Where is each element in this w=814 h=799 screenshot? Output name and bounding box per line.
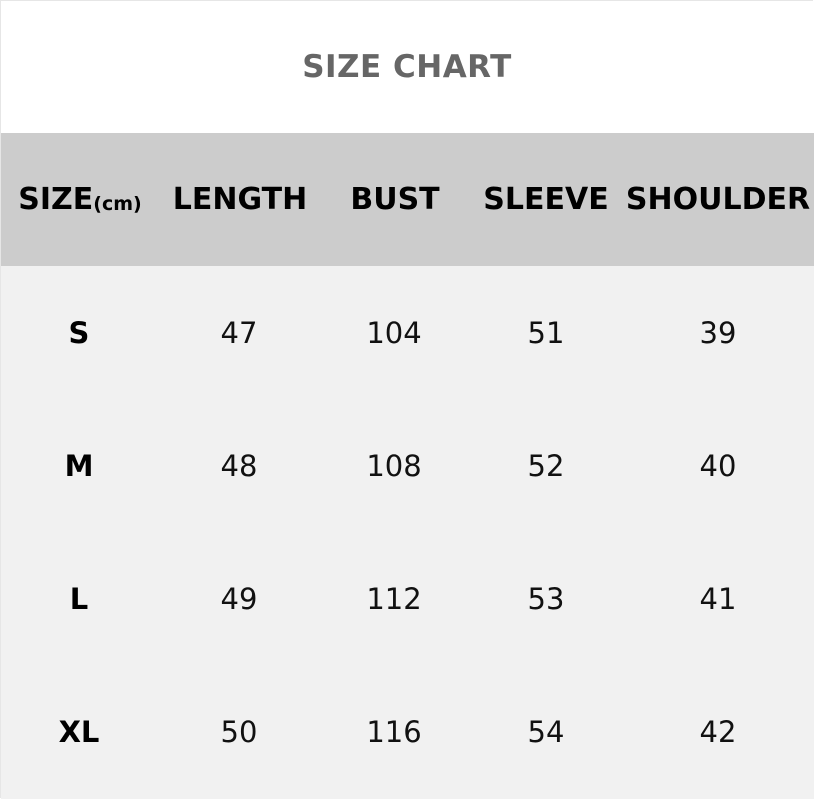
cell-bust: 108 <box>366 448 422 483</box>
cell-bust: 116 <box>366 714 422 749</box>
cell-length: 48 <box>220 448 258 483</box>
header-bust: BUST <box>350 182 440 217</box>
table-body: S 47 104 51 39 M 48 108 52 40 L 49 112 5… <box>1 266 814 799</box>
table-header: SIZE (cm) LENGTH BUST SLEEVE SHOULDER <box>1 133 814 266</box>
cell-length: 49 <box>220 581 258 616</box>
cell-bust: 104 <box>366 315 422 350</box>
cell-bust: 112 <box>366 581 422 616</box>
table-row: XL 50 116 54 42 <box>1 665 814 798</box>
cell-size: M <box>64 448 94 483</box>
cell-size: XL <box>58 714 100 749</box>
page-title: SIZE CHART <box>302 48 512 85</box>
cell-sleeve: 53 <box>527 581 565 616</box>
cell-shoulder: 39 <box>699 315 737 350</box>
header-shoulder: SHOULDER <box>625 182 811 217</box>
cell-size: L <box>69 581 89 616</box>
cell-sleeve: 52 <box>527 448 565 483</box>
cell-sleeve: 51 <box>527 315 565 350</box>
header-sleeve: SLEEVE <box>483 182 609 217</box>
cell-sleeve: 54 <box>527 714 565 749</box>
header-size: SIZE (cm) <box>18 133 141 266</box>
header-size-label: SIZE <box>18 182 94 217</box>
table-row: M 48 108 52 40 <box>1 399 814 532</box>
cell-shoulder: 40 <box>699 448 737 483</box>
table-row: S 47 104 51 39 <box>1 266 814 399</box>
cell-length: 50 <box>220 714 258 749</box>
cell-length: 47 <box>220 315 258 350</box>
header-size-unit: (cm) <box>93 192 142 215</box>
table-row: L 49 112 53 41 <box>1 532 814 665</box>
header-length: LENGTH <box>172 182 308 217</box>
cell-shoulder: 41 <box>699 581 737 616</box>
cell-size: S <box>68 315 90 350</box>
cell-shoulder: 42 <box>699 714 737 749</box>
